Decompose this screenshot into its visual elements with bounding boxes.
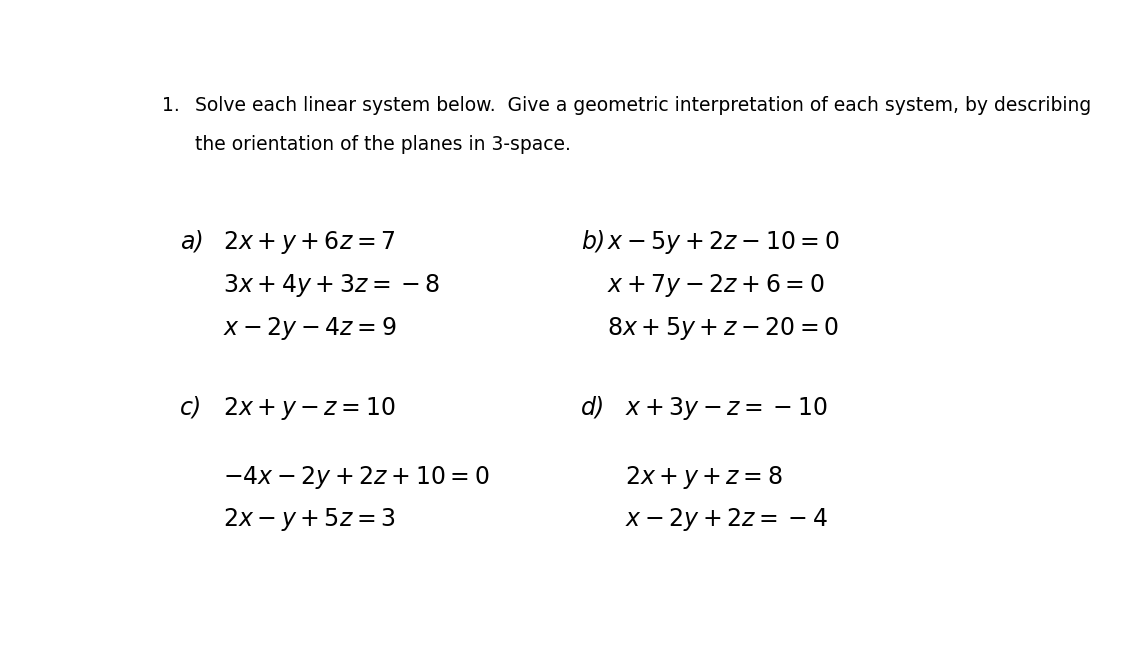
Text: d): d) — [580, 395, 605, 419]
Text: $2x + y + z = 8$: $2x + y + z = 8$ — [624, 464, 782, 490]
Text: $x + 7y - 2z + 6 = 0$: $x + 7y - 2z + 6 = 0$ — [608, 272, 825, 299]
Text: $8x + 5y + z - 20 = 0$: $8x + 5y + z - 20 = 0$ — [608, 315, 839, 342]
Text: a): a) — [180, 229, 204, 253]
Text: $x - 2y - 4z = 9$: $x - 2y - 4z = 9$ — [224, 315, 397, 342]
Text: $2x + y - z = 10$: $2x + y - z = 10$ — [224, 395, 396, 422]
Text: $x - 5y + 2z - 10 = 0$: $x - 5y + 2z - 10 = 0$ — [608, 229, 839, 256]
Text: $2x - y + 5z = 3$: $2x - y + 5z = 3$ — [224, 506, 396, 534]
Text: the orientation of the planes in 3-space.: the orientation of the planes in 3-space… — [195, 135, 570, 154]
Text: $x + 3y - z = -10$: $x + 3y - z = -10$ — [624, 395, 827, 422]
Text: b): b) — [580, 229, 605, 253]
Text: c): c) — [180, 395, 202, 419]
Text: $3x + 4y + 3z = -8$: $3x + 4y + 3z = -8$ — [224, 272, 440, 299]
Text: $x - 2y + 2z = -4$: $x - 2y + 2z = -4$ — [624, 506, 827, 534]
Text: $2x + y + 6z = 7$: $2x + y + 6z = 7$ — [224, 229, 396, 256]
Text: 1.: 1. — [162, 96, 180, 115]
Text: Solve each linear system below.  Give a geometric interpretation of each system,: Solve each linear system below. Give a g… — [195, 96, 1091, 115]
Text: $-4x - 2y + 2z + 10 = 0$: $-4x - 2y + 2z + 10 = 0$ — [224, 464, 490, 490]
